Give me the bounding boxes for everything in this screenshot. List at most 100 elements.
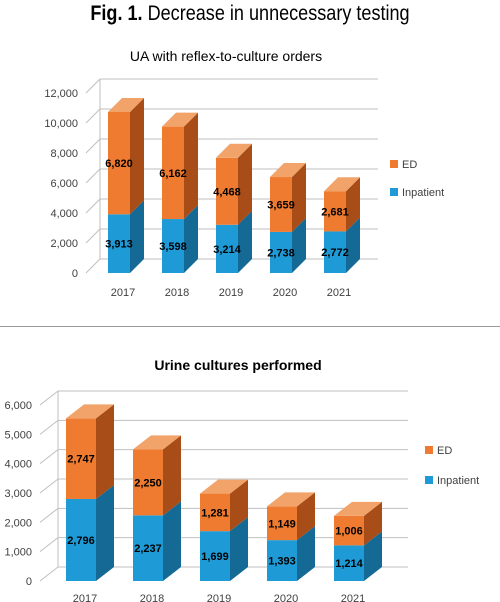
- bar-top-face: [66, 404, 114, 419]
- bar-front-face: [162, 126, 184, 220]
- y-tick-label: 2,000: [50, 238, 78, 250]
- bar-front-face: [162, 219, 184, 273]
- y-tick-label: 0: [26, 576, 32, 588]
- bar-ed-2021: 1,006: [334, 501, 382, 546]
- gridline-depth: [85, 228, 101, 244]
- bar-front-face: [200, 531, 230, 581]
- bar-ed-2020: 1,149: [267, 492, 315, 541]
- bar-front-face: [133, 515, 163, 581]
- figure-title-text: Decrease in unnecessary testing: [147, 2, 410, 25]
- bar-ed-2018: 2,250: [133, 435, 181, 516]
- y-tick-label: 0: [72, 268, 78, 280]
- bar-top-face: [108, 98, 144, 113]
- data-label: 4,468: [213, 186, 241, 198]
- data-label: 3,598: [159, 241, 187, 253]
- gridline-depth: [85, 198, 101, 214]
- legend-swatch-inpatient: [390, 188, 398, 196]
- bar-inpatient-2020: 2,738: [267, 217, 306, 273]
- data-label: 3,214: [213, 244, 241, 256]
- bar-front-face: [216, 224, 238, 273]
- data-label: 1,393: [268, 556, 296, 568]
- bar-top-face: [133, 435, 181, 450]
- gridline-depth: [85, 168, 101, 184]
- bar-inpatient-2021: 2,772: [321, 217, 360, 273]
- bar-ed-2020: 3,659: [267, 163, 306, 232]
- legend-swatch-ed: [390, 160, 398, 168]
- bar-side-face: [184, 205, 198, 273]
- figure-prefix: Fig. 1.: [90, 2, 143, 25]
- bar-front-face: [200, 493, 230, 532]
- gridline-depth: [39, 419, 59, 435]
- x-tick-label: 2017: [73, 593, 97, 602]
- bar-ed-2019: 4,468: [213, 143, 252, 225]
- bar-inpatient-2021: 1,214: [334, 531, 382, 581]
- data-label: 2,738: [267, 247, 295, 259]
- bar-top-face: [334, 501, 382, 516]
- bar-ed-2018: 6,162: [159, 112, 198, 220]
- data-label: 6,820: [105, 158, 133, 170]
- gridline-depth: [85, 78, 101, 94]
- gridline-depth: [85, 108, 101, 124]
- gridline-depth: [39, 449, 59, 465]
- y-tick-label: 1,000: [4, 547, 32, 559]
- bar-side-face: [130, 98, 144, 215]
- data-label: 1,006: [335, 526, 363, 538]
- data-label: 2,250: [134, 477, 162, 489]
- legend-label: Inpatient: [437, 475, 479, 487]
- x-tick-label: 2021: [341, 593, 365, 602]
- figure-title: Fig. 1. Decrease in unnecessary testing: [35, 2, 465, 26]
- data-label: 2,681: [321, 206, 349, 218]
- bar-side-face: [238, 210, 252, 273]
- bar-front-face: [270, 231, 292, 273]
- gridline-depth: [39, 537, 59, 553]
- bar-top-face: [216, 143, 252, 158]
- data-label: 1,149: [268, 518, 296, 530]
- bar-ed-2019: 1,281: [200, 479, 248, 532]
- bar-top-face: [267, 492, 315, 507]
- legend-swatch-ed: [425, 446, 433, 454]
- x-tick-label: 2018: [165, 287, 189, 299]
- legend-label: ED: [402, 159, 417, 171]
- bar-front-face: [334, 545, 364, 581]
- x-tick-label: 2019: [219, 287, 243, 299]
- gridline-depth: [39, 507, 59, 523]
- x-tick-label: 2021: [327, 287, 351, 299]
- bar-front-face: [267, 506, 297, 541]
- bar-side-face: [163, 435, 181, 516]
- legend-swatch-inpatient: [425, 476, 433, 484]
- gridline-depth: [85, 258, 101, 274]
- bar-inpatient-2019: 1,699: [200, 517, 248, 581]
- bar-inpatient-2017: 2,796: [66, 484, 114, 581]
- bar-inpatient-2019: 3,214: [213, 210, 252, 273]
- bar-side-face: [297, 526, 315, 581]
- chart-title: Urine cultures performed: [154, 357, 321, 373]
- bar-top-face: [324, 177, 360, 192]
- bar-side-face: [238, 143, 252, 225]
- bar-top-face: [200, 479, 248, 494]
- chart-ua-reflex: UA with reflex-to-culture orders 0 2,000 4,…: [44, 48, 444, 299]
- bar-side-face: [364, 531, 382, 581]
- bar-side-face: [292, 217, 306, 273]
- chart-title: UA with reflex-to-culture orders: [130, 48, 322, 64]
- x-tick-label: 2017: [111, 287, 135, 299]
- data-label: 1,699: [201, 551, 229, 563]
- data-label: 1,214: [335, 558, 363, 570]
- bar-front-face: [108, 112, 130, 215]
- y-tick-label: 6,000: [50, 178, 78, 190]
- bar-side-face: [184, 112, 198, 220]
- bar-ed-2017: 6,820: [105, 98, 144, 215]
- x-tick-label: 2020: [274, 593, 298, 602]
- bar-front-face: [216, 157, 238, 225]
- data-label: 2,237: [134, 543, 162, 555]
- bar-side-face: [364, 501, 382, 546]
- bar-front-face: [324, 191, 346, 232]
- y-tick-label: 6,000: [4, 400, 32, 412]
- bar-ed-2021: 2,681: [321, 177, 360, 232]
- bar-side-face: [346, 177, 360, 232]
- bar-front-face: [66, 498, 96, 581]
- y-tick-label: 12,000: [44, 88, 78, 100]
- bar-side-face: [346, 217, 360, 273]
- y-tick-label: 3,000: [4, 488, 32, 500]
- gridline-depth: [39, 478, 59, 494]
- bar-front-face: [133, 449, 163, 516]
